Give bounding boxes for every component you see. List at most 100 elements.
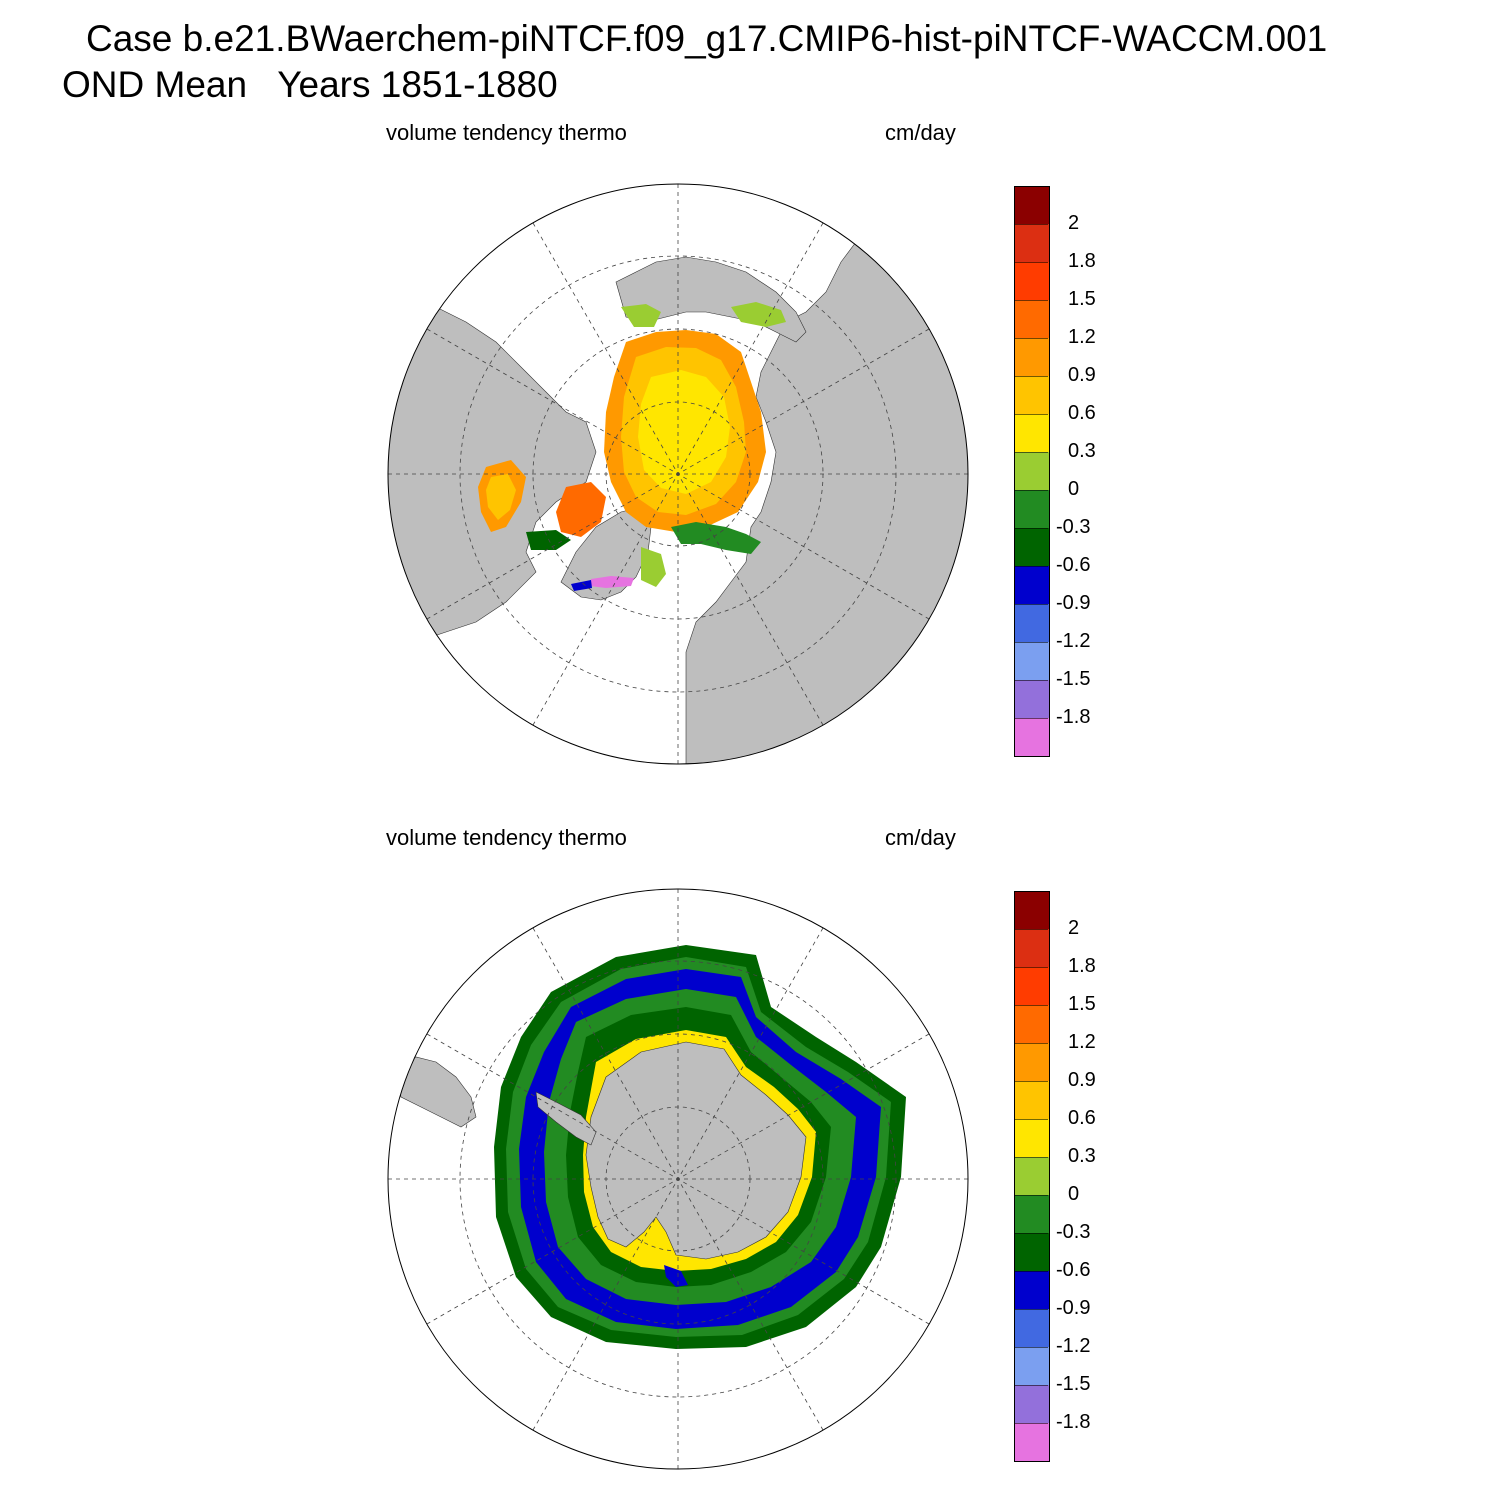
north-colorbar-label: 0.3 <box>1068 440 1096 462</box>
south-colorbar-label: 2 <box>1068 917 1080 939</box>
south-colorbar-swatch <box>1014 1005 1050 1043</box>
south-colorbar-swatch <box>1014 1423 1050 1462</box>
south-colorbar-separator <box>1014 1157 1048 1158</box>
north-colorbar-swatch <box>1014 262 1050 300</box>
south-colorbar-label: 1.5 <box>1068 993 1096 1015</box>
south-colorbar-label: 0.6 <box>1068 1107 1096 1129</box>
north-colorbar-swatch <box>1014 300 1050 338</box>
north-colorbar-swatch <box>1014 642 1050 680</box>
north-land-greenland <box>560 506 652 601</box>
south-colorbar-separator <box>1014 1005 1048 1006</box>
south-colorbar-label: 0 <box>1068 1183 1080 1205</box>
south-colorbar-label: -1.8 <box>1056 1411 1091 1433</box>
north-colorbar-label: 1.8 <box>1068 250 1096 272</box>
north-colorbar-swatch <box>1014 604 1050 642</box>
south-ice-weddell-blue <box>664 1265 688 1287</box>
south-colorbar-swatch <box>1014 1233 1050 1271</box>
north-colorbar-separator <box>1014 224 1048 225</box>
north-colorbar-label: -0.9 <box>1056 592 1091 614</box>
north-ice-negative-patch <box>590 576 634 588</box>
south-land-south-america <box>395 1056 477 1128</box>
north-ice-hudson-yellow <box>486 474 516 520</box>
south-colorbar-separator <box>1014 1271 1048 1272</box>
south-panel-left-label: volume tendency thermo <box>386 825 627 850</box>
north-polar-map <box>387 183 969 765</box>
south-colorbar-swatch <box>1014 1385 1050 1423</box>
south-colorbar-label: -1.2 <box>1056 1335 1091 1357</box>
south-colorbar-separator <box>1014 1081 1048 1082</box>
north-colorbar-separator <box>1014 262 1048 263</box>
north-colorbar-separator <box>1014 680 1048 681</box>
south-colorbar-swatch <box>1014 1119 1050 1157</box>
south-colorbar-separator <box>1014 967 1048 968</box>
north-colorbar-label: 0 <box>1068 478 1080 500</box>
north-colorbar-label: -1.8 <box>1056 706 1091 728</box>
south-colorbar-separator <box>1014 929 1048 930</box>
north-ice-negative-blue <box>571 580 592 591</box>
north-colorbar: 2 1.8 1.5 1.2 0.9 0.6 0.3 0 -0.3 -0.6 -0.9 -1.2 -1.5… <box>1014 186 1134 758</box>
south-colorbar-swatch <box>1014 929 1050 967</box>
south-land-peninsula <box>535 1091 597 1146</box>
north-colorbar-swatch <box>1014 490 1050 528</box>
north-colorbar-label: 0.6 <box>1068 402 1096 424</box>
south-colorbar-separator <box>1014 1385 1048 1386</box>
north-colorbar-separator <box>1014 566 1048 567</box>
south-colorbar-separator <box>1014 1309 1048 1310</box>
south-graticule <box>388 889 968 1469</box>
north-ice-core-yellow <box>638 370 730 494</box>
south-colorbar-label: 1.8 <box>1068 955 1096 977</box>
north-colorbar-separator <box>1014 718 1048 719</box>
north-colorbar-separator <box>1014 604 1048 605</box>
south-colorbar-label: 1.2 <box>1068 1031 1096 1053</box>
south-colorbar-swatch <box>1014 1309 1050 1347</box>
south-colorbar-swatch <box>1014 1043 1050 1081</box>
figure-title-line2: OND Mean Years 1851-1880 <box>62 64 558 105</box>
north-ice-bering <box>621 304 661 327</box>
north-colorbar-label: 1.5 <box>1068 288 1096 310</box>
north-colorbar-label: -0.3 <box>1056 516 1091 538</box>
north-panel-units-label: cm/day <box>885 120 956 145</box>
south-colorbar-label: -0.6 <box>1056 1259 1091 1281</box>
north-ice-barents-green <box>671 522 761 554</box>
north-colorbar-swatch <box>1014 338 1050 376</box>
south-colorbar-swatch <box>1014 1157 1050 1195</box>
north-colorbar-separator <box>1014 528 1048 529</box>
south-colorbar-separator <box>1014 1119 1048 1120</box>
south-colorbar-label: -0.3 <box>1056 1221 1091 1243</box>
north-colorbar-separator <box>1014 490 1048 491</box>
north-colorbar-swatch <box>1014 566 1050 604</box>
south-colorbar-label: -1.5 <box>1056 1373 1091 1395</box>
south-colorbar-label: -0.9 <box>1056 1297 1091 1319</box>
south-colorbar-swatch <box>1014 1347 1050 1385</box>
south-polar-map <box>387 888 969 1470</box>
north-ice-okhotsk <box>731 302 786 327</box>
north-map-border <box>387 183 969 765</box>
south-colorbar-swatch <box>1014 1195 1050 1233</box>
south-colorbar-swatch <box>1014 967 1050 1005</box>
south-colorbar-separator <box>1014 1423 1048 1424</box>
south-colorbar: 2 1.8 1.5 1.2 0.9 0.6 0.3 0 -0.3 -0.6 -0.9 -1.2 -1.5… <box>1014 891 1134 1463</box>
north-graticule <box>388 184 968 764</box>
north-colorbar-swatch <box>1014 680 1050 718</box>
south-colorbar-label: 0.3 <box>1068 1145 1096 1167</box>
north-colorbar-separator <box>1014 414 1048 415</box>
south-colorbar-swatch <box>1014 1081 1050 1119</box>
north-colorbar-swatch <box>1014 452 1050 490</box>
north-colorbar-swatch <box>1014 414 1050 452</box>
north-colorbar-label: -1.5 <box>1056 668 1091 690</box>
south-map-border <box>387 888 969 1470</box>
north-colorbar-label: 1.2 <box>1068 326 1096 348</box>
south-colorbar-swatch <box>1014 1271 1050 1309</box>
north-colorbar-separator <box>1014 338 1048 339</box>
north-colorbar-label: 0.9 <box>1068 364 1096 386</box>
north-colorbar-separator <box>1014 300 1048 301</box>
south-colorbar-swatch <box>1014 891 1050 930</box>
north-ice-greenland-sea-green <box>641 547 666 587</box>
south-panel-units-label: cm/day <box>885 825 956 850</box>
figure-title-line1: Case b.e21.BWaerchem-piNTCF.f09_g17.CMIP… <box>86 18 1328 59</box>
north-colorbar-swatch <box>1014 186 1050 225</box>
north-colorbar-label: 2 <box>1068 212 1080 234</box>
north-colorbar-label: -1.2 <box>1056 630 1091 652</box>
north-colorbar-swatch <box>1014 528 1050 566</box>
south-colorbar-separator <box>1014 1347 1048 1348</box>
